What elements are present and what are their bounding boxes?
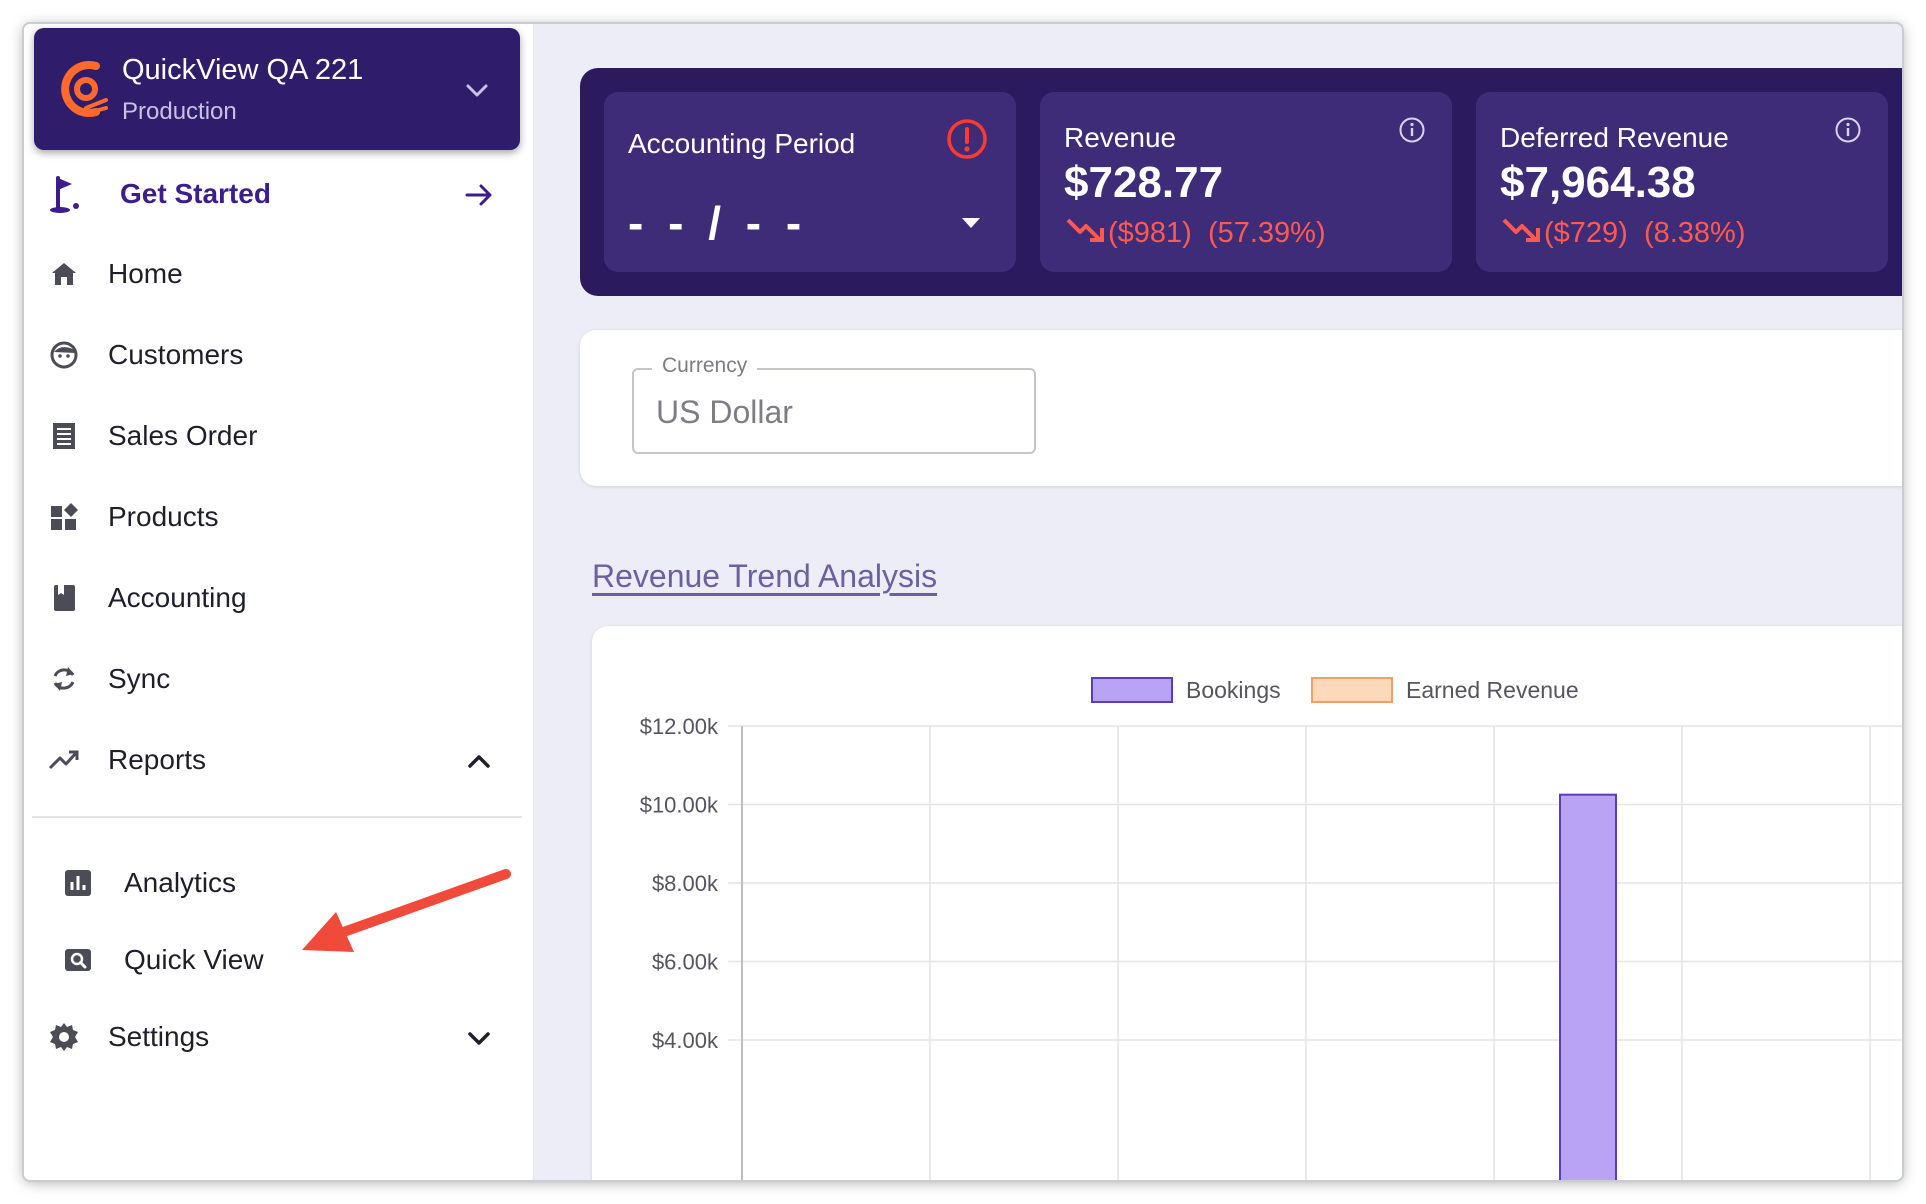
deferred-revenue-card: Deferred Revenue $7,964.38 ($729) (8.38%… bbox=[1476, 92, 1888, 272]
reports-divider bbox=[32, 816, 522, 818]
golf-flag-icon bbox=[50, 176, 79, 213]
sidebar-item-reports[interactable]: Reports bbox=[24, 724, 534, 794]
app-window: QuickView QA 221 Production Get Started … bbox=[24, 24, 1902, 1180]
bar-chart-icon bbox=[65, 870, 91, 896]
metrics-bar: Accounting Period - - / - - Revenue $728… bbox=[580, 68, 1902, 296]
legend-label: Earned Revenue bbox=[1406, 677, 1579, 703]
accounting-period-value: - - / - - bbox=[628, 197, 808, 249]
home-icon bbox=[52, 263, 76, 285]
sidebar-item-label: Settings bbox=[108, 1021, 210, 1052]
y-tick-label: $8.00k bbox=[652, 871, 719, 896]
sidebar-item-label: Quick View bbox=[124, 944, 264, 975]
org-name: QuickView QA 221 bbox=[122, 54, 364, 86]
bar-bookings bbox=[1559, 793, 1617, 1180]
sidebar-item-label: Sync bbox=[108, 663, 171, 694]
chevron-down-icon bbox=[468, 1032, 490, 1045]
sidebar-item-label: Analytics bbox=[124, 867, 237, 898]
alert-icon[interactable] bbox=[946, 118, 988, 160]
y-tick-label: $6.00k bbox=[652, 950, 719, 975]
revenue-value: $728.77 bbox=[1064, 158, 1224, 207]
revenue-delta-row: ($981) (57.39%) bbox=[1066, 216, 1326, 250]
trending-down-icon bbox=[1502, 218, 1540, 242]
sidebar-item-sync[interactable]: Sync bbox=[24, 643, 534, 713]
revenue-trend-title[interactable]: Revenue Trend Analysis bbox=[592, 558, 938, 594]
annotation-arrow-icon bbox=[302, 869, 511, 952]
y-tick-label: $12.00k bbox=[640, 714, 719, 739]
sidebar-item-products[interactable]: Products bbox=[24, 481, 534, 551]
legend-swatch bbox=[1311, 677, 1393, 703]
sidebar: QuickView QA 221 Production Get Started … bbox=[24, 24, 534, 1180]
deferred-delta-row: ($729) (8.38%) bbox=[1502, 216, 1746, 250]
arrow-right-icon bbox=[465, 184, 492, 206]
sidebar-item-sales-order[interactable]: Sales Order bbox=[24, 400, 534, 470]
accounting-period-title: Accounting Period bbox=[628, 128, 856, 159]
chart-panel: $12.00k $10.00k $8.00k $6.00k $4.00k Bookings… bbox=[592, 626, 1902, 1180]
revenue-card: Revenue $728.77 ($981) (57.39%) bbox=[1040, 92, 1452, 272]
face-icon bbox=[50, 341, 78, 369]
revenue-trend-chart: $12.00k $10.00k $8.00k $6.00k $4.00k Bookings… bbox=[640, 677, 1902, 1180]
legend-swatch bbox=[1091, 677, 1173, 703]
trending-up-icon bbox=[48, 750, 79, 770]
sidebar-item-label: Get Started bbox=[120, 178, 271, 209]
revenue-title: Revenue bbox=[1064, 122, 1177, 153]
org-switcher[interactable]: QuickView QA 221 Production bbox=[34, 28, 520, 150]
currency-label: Currency bbox=[652, 354, 758, 378]
sidebar-item-label: Reports bbox=[108, 744, 207, 775]
org-environment: Production bbox=[122, 98, 237, 125]
logo-icon bbox=[61, 61, 108, 117]
sidebar-item-label: Customers bbox=[108, 339, 244, 370]
deferred-revenue-title: Deferred Revenue bbox=[1500, 122, 1729, 153]
sidebar-item-settings[interactable]: Settings bbox=[24, 1001, 534, 1071]
deferred-revenue-value: $7,964.38 bbox=[1500, 158, 1696, 207]
info-icon[interactable] bbox=[1398, 116, 1426, 144]
sync-icon bbox=[53, 667, 75, 691]
legend-label: Bookings bbox=[1186, 677, 1281, 703]
sidebar-item-label: Sales Order bbox=[108, 420, 258, 451]
sidebar-item-label: Products bbox=[108, 501, 219, 532]
gear-icon bbox=[50, 1023, 78, 1051]
currency-panel: Currency US Dollar bbox=[580, 330, 1902, 486]
sidebar-item-get-started[interactable]: Get Started bbox=[24, 158, 534, 228]
book-icon bbox=[54, 585, 75, 611]
sidebar-item-quick-view[interactable]: Quick View bbox=[24, 924, 534, 994]
y-tick-label: $4.00k bbox=[652, 1028, 719, 1053]
info-icon[interactable] bbox=[1834, 116, 1862, 144]
receipt-icon bbox=[53, 423, 75, 449]
currency-select[interactable]: Currency US Dollar bbox=[632, 354, 1036, 454]
sidebar-item-label: Accounting bbox=[108, 582, 247, 613]
deferred-delta-pct: (8.38%) bbox=[1643, 217, 1746, 249]
sidebar-item-analytics[interactable]: Analytics bbox=[24, 847, 534, 917]
chevron-up-icon bbox=[468, 755, 490, 768]
trending-down-icon bbox=[1066, 218, 1104, 242]
sidebar-item-accounting[interactable]: Accounting bbox=[24, 562, 534, 632]
revenue-delta-pct: (57.39%) bbox=[1207, 217, 1326, 249]
chevron-down-icon bbox=[466, 84, 488, 97]
accounting-period-card[interactable]: Accounting Period - - / - - bbox=[604, 92, 1016, 272]
currency-value: US Dollar bbox=[656, 394, 793, 430]
caret-down-icon[interactable] bbox=[960, 216, 982, 230]
sidebar-item-label: Home bbox=[108, 258, 183, 289]
deferred-delta: ($729) bbox=[1544, 217, 1628, 249]
widgets-icon bbox=[51, 503, 78, 530]
revenue-delta: ($981) bbox=[1108, 217, 1192, 249]
y-tick-label: $10.00k bbox=[640, 793, 719, 818]
image-search-icon bbox=[65, 949, 91, 971]
sidebar-item-home[interactable]: Home bbox=[24, 238, 534, 308]
sidebar-item-customers[interactable]: Customers bbox=[24, 319, 534, 389]
